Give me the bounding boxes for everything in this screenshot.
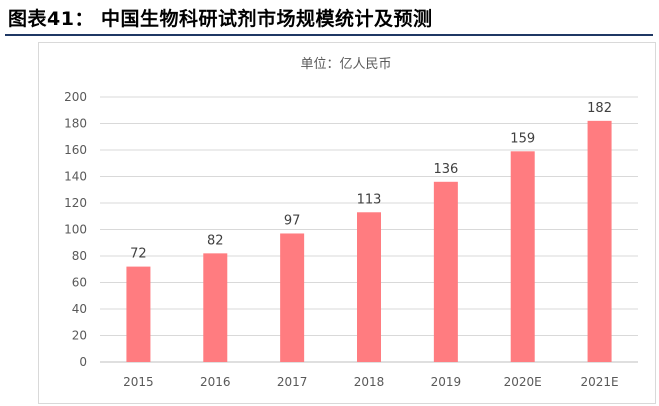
bar-2021E bbox=[587, 120, 612, 362]
y-tick-label: 120 bbox=[64, 196, 87, 210]
chart-subtitle: 单位：亿人民币 bbox=[300, 57, 391, 72]
y-tick-label: 160 bbox=[64, 143, 87, 157]
chart-frame bbox=[38, 42, 656, 404]
x-axis-ticks: 2015 2016 2017 2018 2019 2020E 2021E bbox=[123, 375, 618, 389]
y-tick-label: 180 bbox=[64, 117, 87, 131]
bar-2016 bbox=[203, 253, 228, 362]
y-tick-label: 0 bbox=[79, 355, 87, 369]
y-tick-label: 40 bbox=[72, 302, 87, 316]
bar-2015 bbox=[126, 266, 151, 362]
y-tick-label: 60 bbox=[72, 276, 87, 290]
data-label-2015: 72 bbox=[130, 247, 147, 262]
data-label-2021E: 182 bbox=[587, 101, 612, 116]
bars bbox=[126, 120, 612, 362]
figure-header: 图表41： 中国生物科研试剂市场规模统计及预测 bbox=[5, 0, 653, 36]
data-label-2017: 97 bbox=[284, 213, 301, 228]
x-tick-label-2018: 2018 bbox=[354, 375, 385, 389]
x-tick-label-2017: 2017 bbox=[277, 375, 308, 389]
bar-2018 bbox=[357, 212, 381, 362]
bar-2019 bbox=[433, 181, 458, 362]
figure-title: 图表41： 中国生物科研试剂市场规模统计及预测 bbox=[8, 8, 433, 30]
bar-2020E bbox=[510, 151, 535, 362]
y-tick-label: 80 bbox=[72, 249, 87, 263]
y-tick-label: 100 bbox=[64, 223, 87, 237]
bar-2017 bbox=[280, 233, 305, 362]
x-tick-label-2020E: 2020E bbox=[504, 375, 542, 389]
data-label-2018: 113 bbox=[357, 192, 382, 207]
y-tick-label: 20 bbox=[72, 329, 87, 343]
title-underline bbox=[5, 34, 653, 36]
data-label-2016: 82 bbox=[207, 233, 224, 248]
x-tick-label-2021E: 2021E bbox=[581, 375, 619, 389]
y-tick-label: 140 bbox=[64, 170, 87, 184]
data-label-2019: 136 bbox=[433, 162, 458, 177]
data-label-2020E: 159 bbox=[510, 131, 535, 146]
x-tick-label-2016: 2016 bbox=[200, 375, 231, 389]
y-axis-ticks: 0 20 40 60 80 100 120 140 160 180 200 bbox=[64, 90, 87, 369]
data-labels: 72 82 97 113 136 159 182 bbox=[130, 101, 612, 262]
x-tick-label-2015: 2015 bbox=[123, 375, 154, 389]
y-tick-label: 200 bbox=[64, 90, 87, 104]
x-tick-label-2019: 2019 bbox=[431, 375, 462, 389]
